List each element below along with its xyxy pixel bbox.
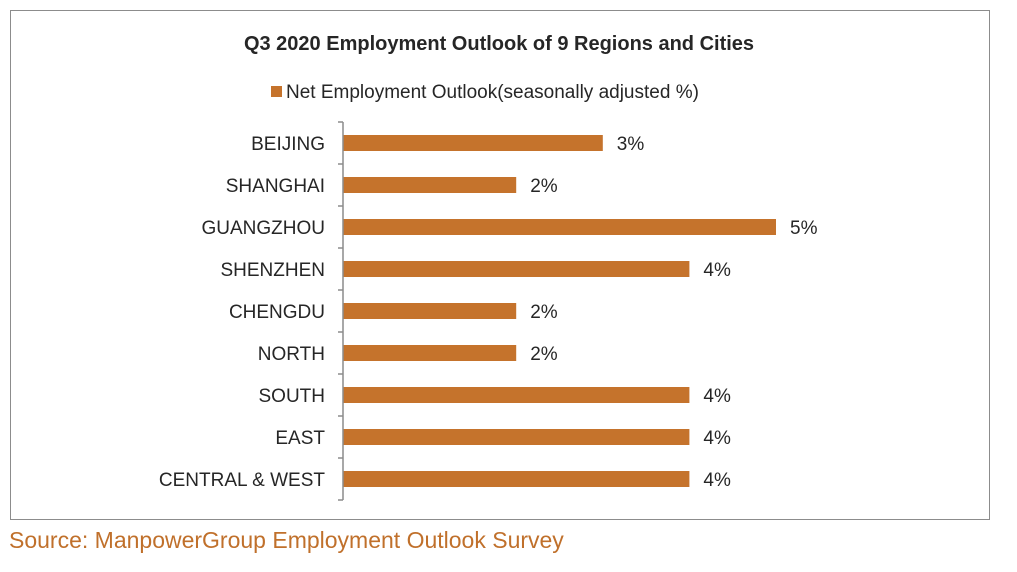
legend-label: Net Employment Outlook(seasonally adjust…	[286, 82, 699, 103]
bar-chart: Q3 2020 Employment Outlook of 9 Regions …	[159, 33, 818, 501]
chart-frame: Q3 2020 Employment Outlook of 9 Regions …	[10, 10, 990, 520]
data-label: 2%	[530, 302, 558, 323]
bar	[343, 429, 690, 445]
legend-swatch	[271, 86, 282, 97]
data-label: 4%	[703, 428, 731, 449]
category-label: NORTH	[258, 344, 325, 365]
bar	[343, 471, 690, 487]
category-label: GUANGZHOU	[202, 218, 326, 239]
source-note: Source: ManpowerGroup Employment Outlook…	[9, 527, 564, 553]
data-label: 5%	[790, 218, 818, 239]
chart-title: Q3 2020 Employment Outlook of 9 Regions …	[244, 33, 754, 55]
legend: Net Employment Outlook(seasonally adjust…	[271, 82, 699, 103]
bar	[343, 135, 603, 151]
bar	[343, 303, 517, 319]
category-label: SOUTH	[259, 386, 326, 407]
data-label: 2%	[530, 176, 558, 197]
data-labels: 3% 2% 5% 4% 2% 2% 4% 4% 4%	[530, 134, 817, 491]
data-label: 4%	[703, 470, 731, 491]
data-label: 4%	[703, 386, 731, 407]
y-axis	[338, 121, 344, 501]
data-label: 4%	[703, 260, 731, 281]
bar	[343, 387, 690, 403]
bar	[343, 345, 517, 361]
bars	[343, 135, 776, 487]
category-label: SHANGHAI	[226, 176, 325, 197]
category-labels: BEIJING SHANGHAI GUANGZHOU SHENZHEN CHENGDU N…	[159, 134, 325, 491]
bar	[343, 261, 690, 277]
data-label: 2%	[530, 344, 558, 365]
category-label: CENTRAL & WEST	[159, 470, 325, 491]
category-label: SHENZHEN	[220, 260, 325, 281]
data-label: 3%	[617, 134, 645, 155]
bar	[343, 219, 776, 235]
category-label: EAST	[275, 428, 325, 449]
category-label: CHENGDU	[229, 302, 325, 323]
bar	[343, 177, 517, 193]
category-label: BEIJING	[251, 134, 325, 155]
